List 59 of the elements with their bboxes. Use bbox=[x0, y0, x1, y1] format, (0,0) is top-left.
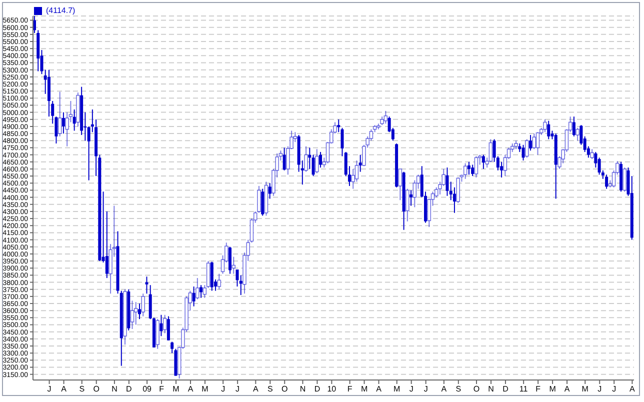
x-tick-label: N bbox=[112, 384, 118, 394]
x-tick-label: J bbox=[409, 384, 414, 394]
candlestick bbox=[446, 167, 449, 196]
x-tick-label: O bbox=[282, 384, 288, 394]
x-tick-label: A bbox=[376, 384, 382, 394]
x-tick-label: M bbox=[360, 384, 368, 394]
x-tick-label: A bbox=[630, 384, 636, 394]
x-tick-label: S bbox=[79, 384, 85, 394]
x-tick-label: A bbox=[252, 384, 259, 394]
x-tick-label: M bbox=[549, 384, 556, 394]
x-tick-label: J bbox=[598, 384, 602, 394]
x-tick-label: M bbox=[394, 384, 401, 394]
x-tick-label: F bbox=[536, 384, 541, 394]
candlestick bbox=[236, 269, 239, 288]
x-tick-label: O bbox=[473, 384, 480, 394]
candlestick bbox=[166, 316, 170, 341]
candlestick bbox=[605, 174, 608, 190]
x-tick-label: J bbox=[47, 384, 52, 394]
x-tick-label: F bbox=[159, 384, 164, 394]
x-tick-label: S bbox=[267, 384, 273, 394]
candlestick bbox=[261, 188, 264, 216]
candlestick bbox=[594, 151, 598, 168]
candlestick bbox=[319, 151, 322, 168]
x-tick-label: D bbox=[502, 384, 509, 394]
candlestick bbox=[572, 116, 576, 137]
x-tick-label: N bbox=[300, 384, 306, 394]
x-tick-label: J bbox=[424, 384, 428, 394]
x-tick-label: N bbox=[488, 384, 494, 394]
x-tick-label: 11 bbox=[519, 384, 528, 394]
x-tick-label: M bbox=[172, 384, 180, 394]
candlestick bbox=[62, 112, 65, 134]
candlestick bbox=[547, 120, 550, 140]
candlestick bbox=[522, 144, 525, 161]
candlestick bbox=[192, 286, 196, 307]
x-tick-label: 09 bbox=[142, 384, 152, 394]
x-tick-label: D bbox=[126, 384, 132, 394]
candlestick bbox=[228, 246, 232, 274]
x-tick-label: J bbox=[221, 384, 226, 394]
x-tick-label: O bbox=[93, 384, 100, 394]
candlestick bbox=[312, 154, 315, 177]
x-tick-label: A bbox=[61, 384, 68, 394]
x-tick-label: D bbox=[314, 384, 320, 394]
x-tick-label: F bbox=[347, 384, 352, 394]
x-tick-label: A bbox=[441, 384, 448, 394]
candlestick bbox=[200, 284, 203, 298]
legend-label: (4114.7) bbox=[46, 6, 76, 15]
candlestick bbox=[598, 157, 601, 176]
x-tick-label: M bbox=[202, 384, 209, 394]
x-tick-label: J bbox=[612, 384, 616, 394]
candlestick bbox=[282, 147, 286, 171]
candlestick bbox=[482, 154, 485, 170]
x-tick-label: A bbox=[564, 384, 570, 394]
x-tick-label: A bbox=[188, 384, 194, 394]
x-tick-label: 10 bbox=[327, 384, 337, 394]
x-tick-label: S bbox=[456, 384, 462, 394]
candlestick bbox=[467, 161, 470, 176]
candlestick bbox=[145, 276, 148, 294]
x-tick-label: M bbox=[582, 384, 589, 394]
x-tick-label: J bbox=[236, 384, 240, 394]
